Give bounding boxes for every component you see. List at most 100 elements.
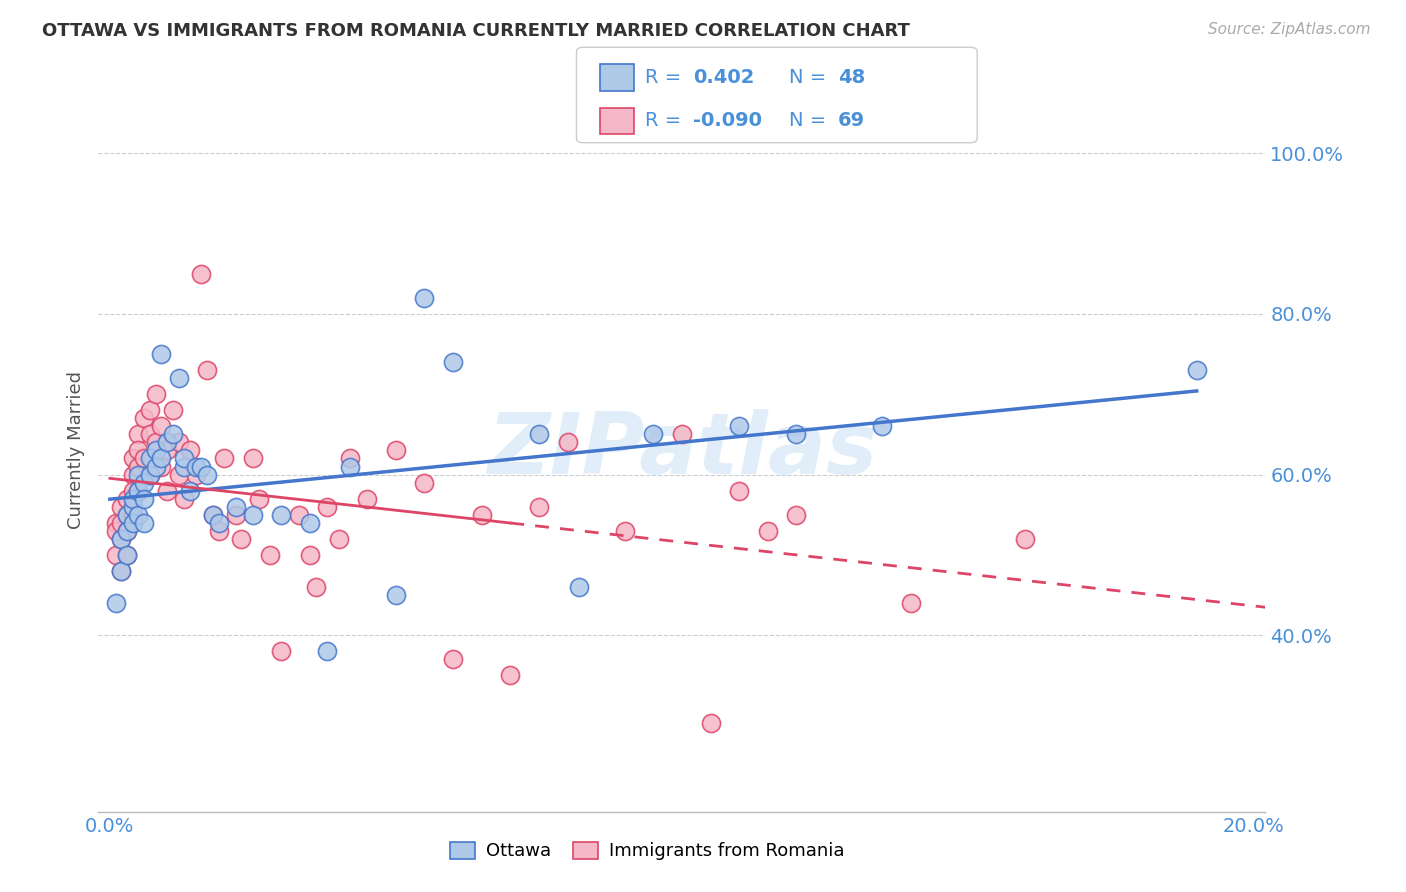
Point bbox=[870, 419, 893, 434]
Point bbox=[195, 467, 218, 482]
Point bbox=[190, 267, 212, 281]
Point bbox=[207, 516, 229, 530]
Point bbox=[115, 508, 138, 522]
Point bbox=[127, 508, 149, 522]
Point bbox=[441, 355, 464, 369]
Point bbox=[134, 451, 156, 466]
Point bbox=[110, 564, 132, 578]
Point bbox=[115, 491, 138, 506]
Point bbox=[115, 508, 138, 522]
Point bbox=[167, 371, 190, 385]
Point bbox=[139, 451, 162, 466]
Point bbox=[127, 483, 149, 498]
Point bbox=[173, 459, 195, 474]
Text: N =: N = bbox=[789, 68, 825, 87]
Point bbox=[471, 508, 494, 522]
Point bbox=[1014, 532, 1036, 546]
Point bbox=[316, 644, 339, 658]
Point bbox=[441, 652, 464, 666]
Text: R =: R = bbox=[645, 112, 682, 130]
Point bbox=[156, 435, 179, 450]
Point bbox=[110, 564, 132, 578]
Point bbox=[121, 491, 143, 506]
Point bbox=[785, 508, 807, 522]
Point bbox=[134, 475, 156, 490]
Point bbox=[162, 403, 184, 417]
Point bbox=[167, 467, 190, 482]
Point bbox=[145, 387, 167, 401]
Point bbox=[110, 532, 132, 546]
Point bbox=[339, 451, 361, 466]
Point bbox=[356, 491, 378, 506]
Point bbox=[568, 580, 591, 594]
Point bbox=[270, 508, 292, 522]
Point bbox=[299, 516, 322, 530]
Point bbox=[127, 443, 149, 458]
Text: 0.402: 0.402 bbox=[693, 68, 755, 87]
Point bbox=[179, 483, 201, 498]
Point bbox=[110, 532, 132, 546]
Point bbox=[121, 508, 143, 522]
Point bbox=[613, 524, 636, 538]
Point bbox=[134, 491, 156, 506]
Point bbox=[756, 524, 779, 538]
Point bbox=[242, 508, 264, 522]
Point bbox=[184, 459, 207, 474]
Point bbox=[699, 716, 721, 731]
Point bbox=[150, 459, 173, 474]
Point bbox=[121, 451, 143, 466]
Point bbox=[127, 459, 149, 474]
Text: 69: 69 bbox=[838, 112, 865, 130]
Point bbox=[121, 483, 143, 498]
Point bbox=[110, 500, 132, 514]
Point bbox=[316, 500, 339, 514]
Point bbox=[231, 532, 253, 546]
Point bbox=[527, 500, 550, 514]
Point bbox=[287, 508, 309, 522]
Point bbox=[115, 548, 138, 562]
Point bbox=[413, 291, 436, 305]
Point bbox=[104, 524, 127, 538]
Point bbox=[305, 580, 328, 594]
Text: -0.090: -0.090 bbox=[693, 112, 762, 130]
Y-axis label: Currently Married: Currently Married bbox=[66, 371, 84, 530]
Point bbox=[299, 548, 322, 562]
Text: OTTAWA VS IMMIGRANTS FROM ROMANIA CURRENTLY MARRIED CORRELATION CHART: OTTAWA VS IMMIGRANTS FROM ROMANIA CURREN… bbox=[42, 22, 910, 40]
Point bbox=[121, 467, 143, 482]
Point bbox=[1185, 363, 1208, 377]
Point bbox=[527, 427, 550, 442]
Point bbox=[145, 459, 167, 474]
Point bbox=[671, 427, 693, 442]
Point bbox=[643, 427, 665, 442]
Point bbox=[328, 532, 350, 546]
Point bbox=[557, 435, 579, 450]
Point bbox=[259, 548, 281, 562]
Point bbox=[339, 459, 361, 474]
Point bbox=[139, 467, 162, 482]
Point bbox=[121, 500, 143, 514]
Point bbox=[728, 419, 751, 434]
Point bbox=[385, 443, 408, 458]
Point bbox=[728, 483, 751, 498]
Point bbox=[156, 443, 179, 458]
Point bbox=[127, 467, 149, 482]
Point bbox=[184, 467, 207, 482]
Point bbox=[127, 427, 149, 442]
Point bbox=[115, 524, 138, 538]
Point bbox=[145, 443, 167, 458]
Point bbox=[173, 451, 195, 466]
Point bbox=[127, 483, 149, 498]
Point bbox=[134, 516, 156, 530]
Point bbox=[207, 524, 229, 538]
Point bbox=[139, 467, 162, 482]
Point bbox=[190, 459, 212, 474]
Point bbox=[385, 588, 408, 602]
Point bbox=[900, 596, 922, 610]
Point bbox=[167, 435, 190, 450]
Point bbox=[150, 419, 173, 434]
Point bbox=[145, 435, 167, 450]
Point bbox=[115, 548, 138, 562]
Point bbox=[150, 451, 173, 466]
Point bbox=[179, 443, 201, 458]
Point bbox=[225, 500, 247, 514]
